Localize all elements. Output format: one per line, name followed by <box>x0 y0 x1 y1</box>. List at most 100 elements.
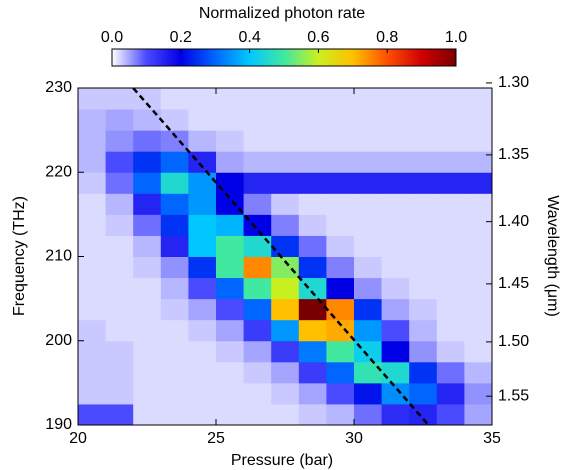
x-tick-label: 20 <box>69 430 87 447</box>
heat-cell <box>298 382 327 405</box>
heat-cell <box>464 235 492 257</box>
heat-cell <box>464 214 492 236</box>
x-tick-label: 25 <box>207 430 225 447</box>
heat-cell <box>409 109 438 131</box>
heat-cell <box>243 193 272 215</box>
heat-cell <box>271 151 300 173</box>
heat-cell <box>298 340 327 363</box>
heat-cell <box>354 319 383 342</box>
heat-cell <box>271 214 300 236</box>
heat-cell <box>188 361 217 384</box>
heat-cell <box>354 235 383 257</box>
heat-cell <box>78 172 107 194</box>
heat-cell <box>105 151 134 173</box>
heat-cell <box>105 256 134 279</box>
heat-cell <box>354 298 383 321</box>
heat-cell <box>409 151 438 173</box>
heat-cell <box>464 403 492 425</box>
heat-cell <box>243 340 272 363</box>
heat-cell <box>298 361 327 384</box>
colorbar <box>111 48 457 67</box>
colorbar-tick-label: 0.2 <box>170 29 192 46</box>
heat-cell <box>436 235 465 257</box>
heat-cell <box>436 172 465 194</box>
heat-cell <box>243 151 272 173</box>
heat-cell <box>436 340 465 363</box>
y-tick-label: 230 <box>45 79 72 96</box>
heat-cell <box>78 319 107 342</box>
heat-cell <box>105 298 134 321</box>
heat-cell <box>326 130 355 152</box>
heat-cell <box>133 214 162 236</box>
heat-cell <box>105 130 134 152</box>
heat-cell <box>105 382 134 405</box>
heat-cell <box>354 382 383 405</box>
y-tick-label: 190 <box>45 416 72 433</box>
heat-cell <box>160 214 189 236</box>
heat-cell <box>381 193 410 215</box>
heat-cell <box>133 277 162 300</box>
heat-cell <box>216 172 245 194</box>
y2-tick-label: 1.45 <box>498 275 529 292</box>
heat-cell <box>381 151 410 173</box>
y2-tick-label: 1.35 <box>498 146 529 163</box>
heat-cell <box>105 319 134 342</box>
heat-cell <box>188 403 217 425</box>
heat-cell <box>409 235 438 257</box>
heat-cell <box>409 340 438 363</box>
heat-cell <box>188 277 217 300</box>
x-tick-label: 35 <box>483 430 501 447</box>
heat-cell <box>298 277 327 300</box>
heat-cell <box>436 277 465 300</box>
heat-cell <box>326 403 355 425</box>
heat-cell <box>188 193 217 215</box>
y2-tick-label: 1.50 <box>498 333 529 350</box>
colorbar-tick-label: 0.4 <box>238 29 260 46</box>
heat-cell <box>188 340 217 363</box>
heat-cell <box>243 361 272 384</box>
heat-cell <box>78 130 107 152</box>
heat-cell <box>436 109 465 131</box>
heat-cell <box>243 319 272 342</box>
heat-cell <box>381 340 410 363</box>
heat-cell <box>436 256 465 279</box>
heat-cell <box>271 88 300 110</box>
heat-cell <box>243 214 272 236</box>
heat-cell <box>381 403 410 425</box>
heat-cell <box>409 214 438 236</box>
x-axis-title: Pressure (bar) <box>231 452 333 469</box>
heat-cell <box>381 214 410 236</box>
heat-cell <box>105 88 134 110</box>
heat-cell <box>354 403 383 425</box>
heat-cell <box>436 403 465 425</box>
heat-cell <box>354 214 383 236</box>
heat-cell <box>105 403 134 425</box>
heat-cell <box>409 277 438 300</box>
heat-cell <box>464 193 492 215</box>
heat-cell <box>216 382 245 405</box>
heat-cell <box>326 361 355 384</box>
heat-cell <box>160 361 189 384</box>
heat-cell <box>271 382 300 405</box>
heat-cell <box>188 319 217 342</box>
heat-cell <box>105 235 134 257</box>
heat-cell <box>243 382 272 405</box>
heat-cell <box>188 172 217 194</box>
heat-cell <box>464 172 492 194</box>
heat-cell <box>436 151 465 173</box>
heat-cell <box>188 109 217 131</box>
heat-cell <box>133 319 162 342</box>
heat-cell <box>78 340 107 363</box>
heat-cell <box>160 151 189 173</box>
heat-cell <box>381 277 410 300</box>
heat-cell <box>243 298 272 321</box>
heat-cell <box>78 361 107 384</box>
heat-cell <box>298 214 327 236</box>
heat-cell <box>381 130 410 152</box>
heat-cell <box>464 151 492 173</box>
heat-cell <box>133 361 162 384</box>
colorbar-tick-label: 0.0 <box>101 29 123 46</box>
heat-cell <box>326 277 355 300</box>
